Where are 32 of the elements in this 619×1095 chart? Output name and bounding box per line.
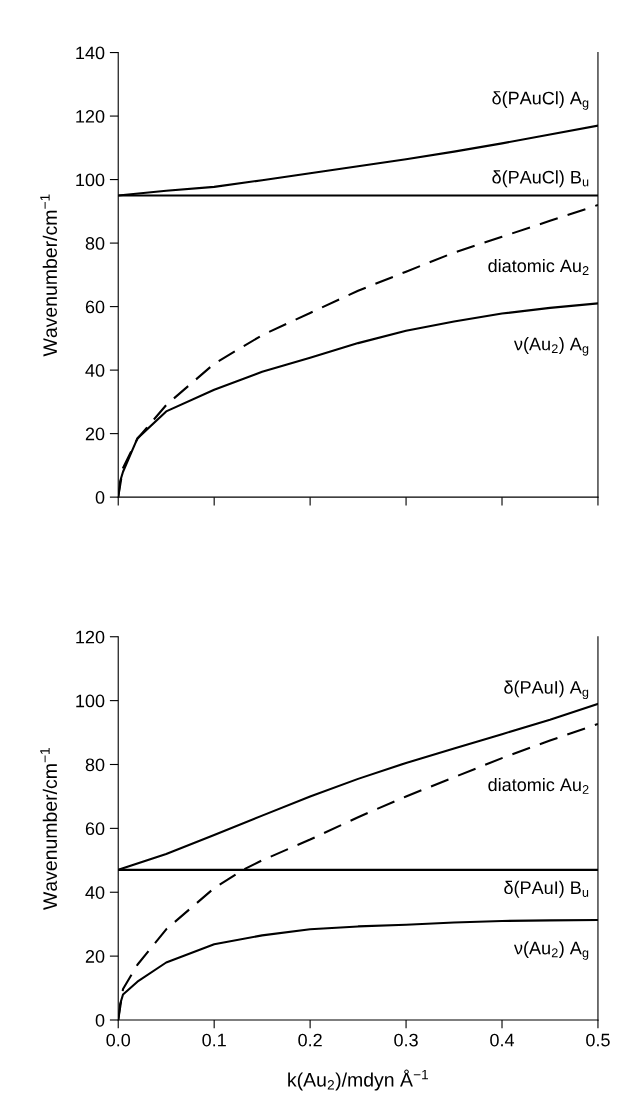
y-tick-label: 0 <box>95 491 105 504</box>
series-label: δ(PAuCl) B$_{u}$ <box>492 170 589 188</box>
y-tick-label: 40 <box>85 364 105 377</box>
y-tick-label: 20 <box>85 950 105 963</box>
x-tick-label: 0.5 <box>586 1033 610 1047</box>
y-axis-title: Wavenumber/cm$^{−1}$ <box>40 194 58 357</box>
x-tick-label: 0.3 <box>394 1033 418 1047</box>
y-tick-label: 0 <box>95 1013 105 1027</box>
x-axis-title: k(Au$_{2}$)/mdyn Å$^{−1}$ <box>288 1069 428 1091</box>
series-label: diatomic Au$_{2}$ <box>488 258 589 275</box>
y-tick-label: 100 <box>76 173 105 187</box>
y-tick-label: 60 <box>85 822 105 836</box>
series-label: δ(PAuCl) A$_{g}$ <box>492 91 589 110</box>
series-label: ν(Au$_{2}$) A$_{g}$ <box>513 941 589 960</box>
x-tick-label: 0.4 <box>490 1033 515 1047</box>
y-tick-label: 80 <box>85 758 105 772</box>
x-tick-label: 0.2 <box>298 1033 322 1047</box>
y-tick-label: 120 <box>76 630 105 644</box>
series-label: diatomic Au$_{2}$ <box>488 777 589 794</box>
series-label: ν(Au$_{2}$) A$_{g}$ <box>513 337 589 356</box>
series-label: δ(PAuI) A$_{g}$ <box>504 680 589 700</box>
y-tick-label: 60 <box>85 300 105 314</box>
x-tick-label: 0.1 <box>202 1033 226 1047</box>
series-label: δ(PAuI) B$_{u}$ <box>504 880 589 898</box>
y-tick-label: 140 <box>76 46 105 60</box>
y-axis-title: Wavenumber/cm$^{−1}$ <box>40 748 58 910</box>
y-tick-label: 100 <box>76 694 105 708</box>
y-tick-label: 80 <box>85 237 105 250</box>
y-tick-label: 120 <box>76 110 105 123</box>
x-tick-label: 0.0 <box>106 1033 131 1047</box>
y-tick-label: 20 <box>85 427 105 441</box>
y-tick-label: 40 <box>85 886 105 899</box>
